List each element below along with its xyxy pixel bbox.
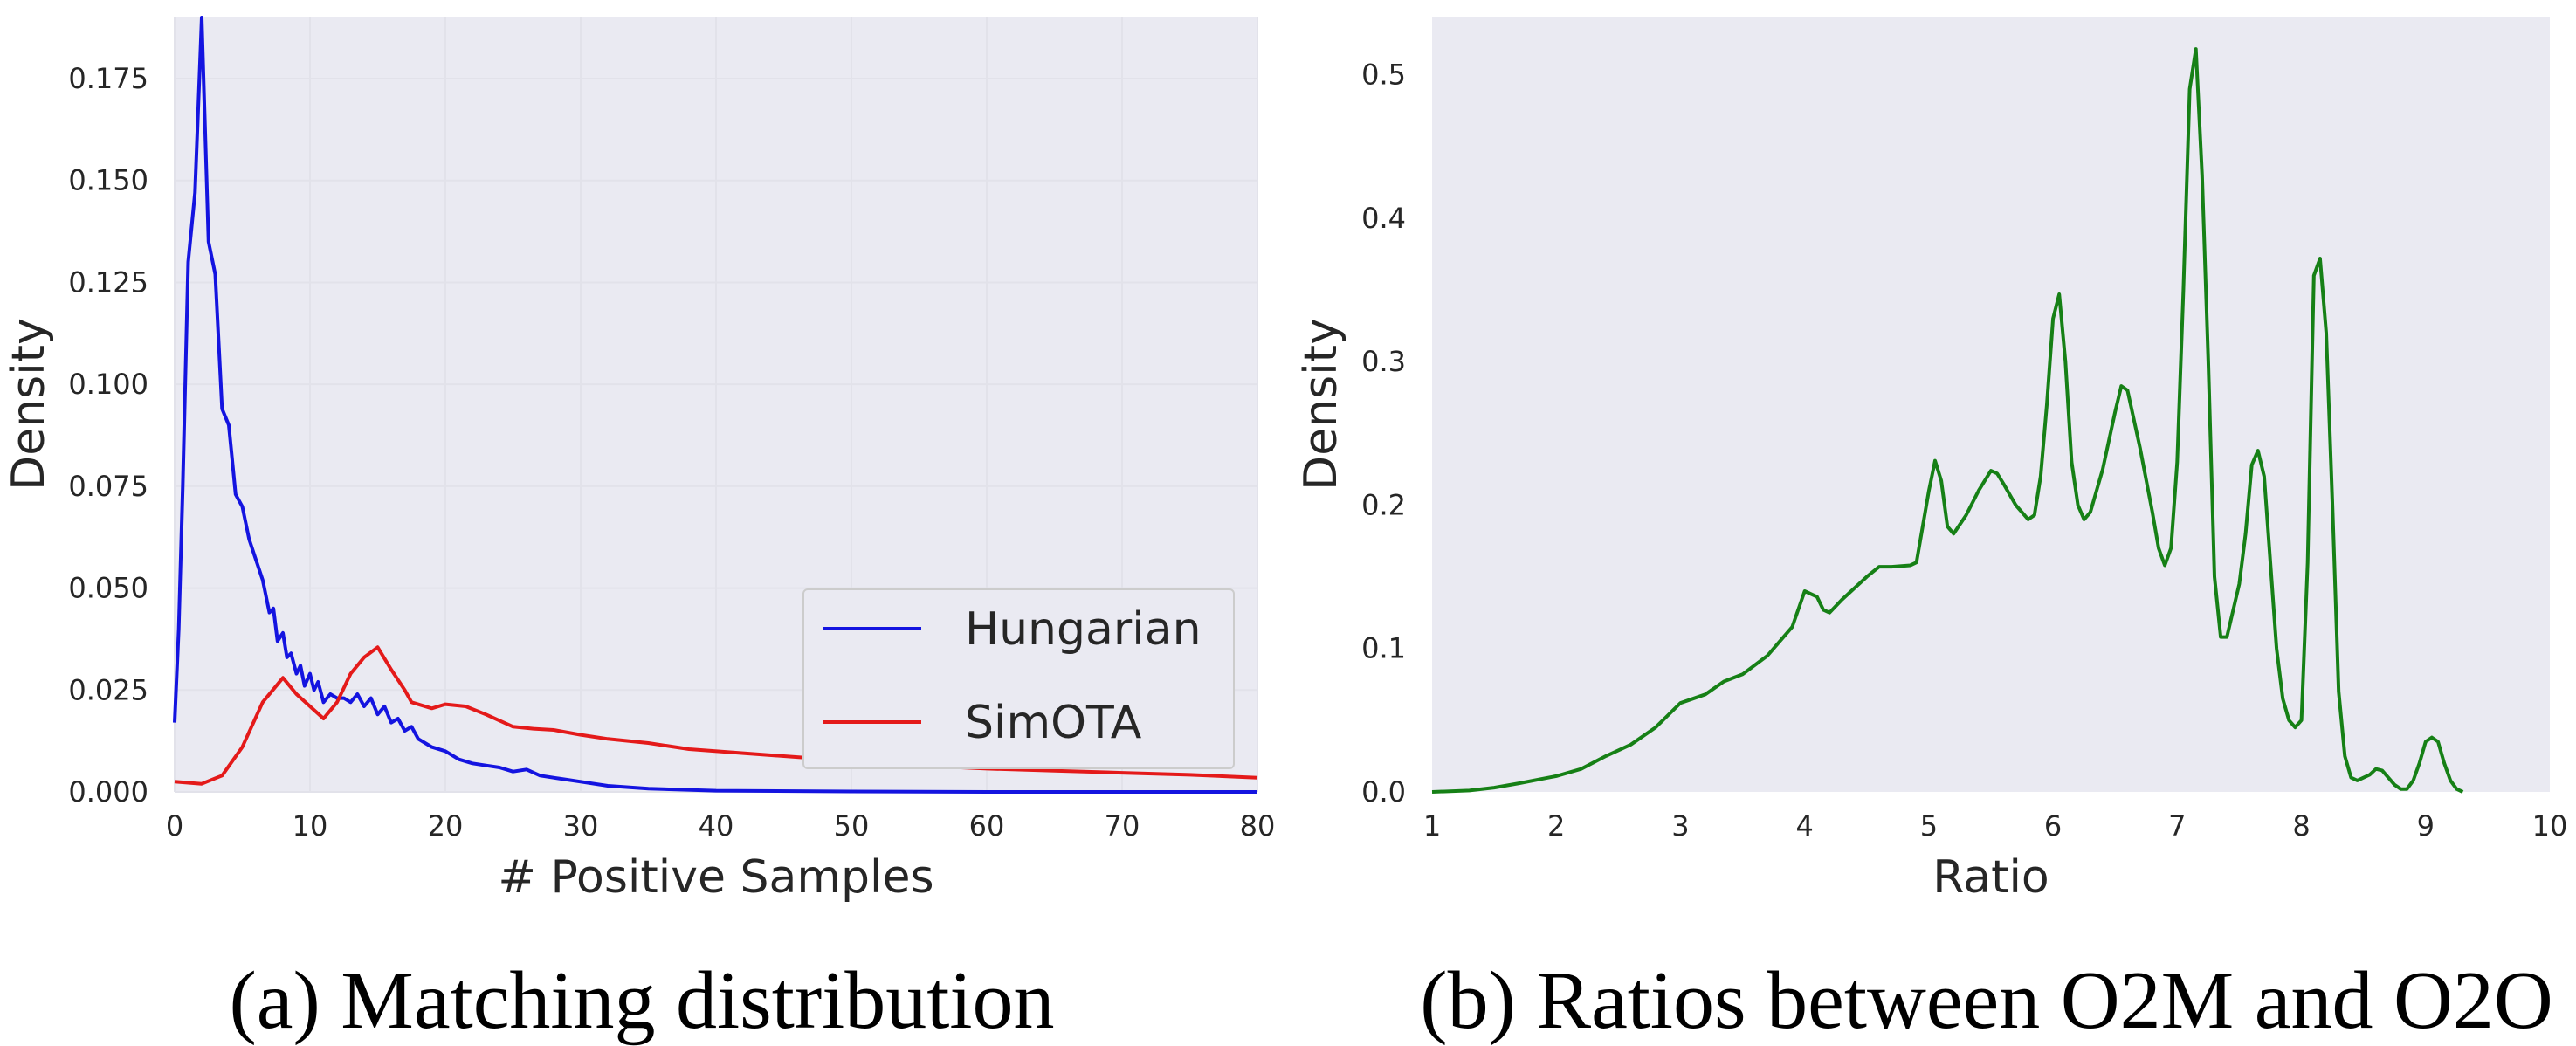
x-tick-label: 0: [166, 809, 183, 843]
y-tick-label: 0.2: [1361, 488, 1406, 521]
x-tick-label: 2: [1547, 809, 1565, 843]
x-tick-label: 80: [1240, 809, 1276, 843]
y-tick-label: 0.4: [1361, 202, 1406, 235]
y-tick-label: 0.5: [1361, 58, 1406, 92]
series-line: [1431, 47, 2464, 794]
x-tick-label: 4: [1795, 809, 1813, 843]
y-tick-label: 0.075: [68, 470, 148, 503]
y-axis-label-right: Density: [1295, 318, 1347, 491]
x-tick-label: 60: [969, 809, 1005, 843]
legend-label-hungarian: Hungarian: [965, 603, 1202, 656]
caption-right: (b) Ratios between O2M and O2O: [1420, 955, 2552, 1046]
ratio-distribution-chart: 0.0 0.1 0.2 0.3 0.4 0.5 1 2 3 4 5 6 7 8 9 10 Density R…: [1295, 17, 2567, 1046]
x-tick-label: 10: [293, 809, 328, 843]
x-tick-label: 5: [1920, 809, 1938, 843]
y-tick-label: 0.100: [68, 368, 148, 401]
y-tick-label: 0.150: [68, 164, 148, 197]
plot-area-right: [1432, 17, 2550, 792]
series-line-hungarian: [173, 16, 1257, 794]
x-tick-label: 50: [834, 809, 870, 843]
x-tick-label: 1: [1423, 809, 1441, 843]
x-tick-label: 20: [428, 809, 464, 843]
x-tick-label: 10: [2532, 809, 2568, 843]
legend: Hungarian SimOTA: [802, 588, 1235, 769]
y-ticks-right: 0.0 0.1 0.2 0.3 0.4 0.5: [1361, 58, 1406, 809]
y-axis-label-left: Density: [3, 318, 55, 491]
y-ticks-left: 0.000 0.025 0.050 0.075 0.100 0.125 0.150 0.175: [68, 62, 148, 809]
caption-left: (a) Matching distribution: [229, 955, 1054, 1046]
y-tick-label: 0.3: [1361, 345, 1406, 378]
x-tick-label: 70: [1105, 809, 1140, 843]
x-tick-label: 40: [699, 809, 734, 843]
x-tick-label: 3: [1671, 809, 1689, 843]
x-tick-label: 8: [2292, 809, 2310, 843]
y-tick-label: 0.025: [68, 673, 148, 706]
y-tick-label: 0.000: [68, 775, 148, 809]
y-tick-label: 0.175: [68, 62, 148, 95]
x-ticks-left: 0 10 20 30 40 50 60 70 80: [166, 809, 1276, 843]
y-tick-label: 0.1: [1361, 632, 1406, 665]
x-axis-label-right: Ratio: [1932, 851, 2049, 904]
x-tick-label: 6: [2044, 809, 2062, 843]
y-tick-label: 0.125: [68, 265, 148, 299]
y-tick-label: 0.0: [1361, 775, 1406, 809]
x-tick-label: 7: [2168, 809, 2186, 843]
series-right: [1431, 47, 2464, 794]
x-tick-label: 30: [563, 809, 599, 843]
matching-distribution-chart: 0.000 0.025 0.050 0.075 0.100 0.125 0.150 0.175…: [3, 16, 1276, 1046]
x-tick-label: 9: [2417, 809, 2435, 843]
legend-label-simota: SimOTA: [965, 697, 1142, 749]
x-axis-label-left: # Positive Samples: [498, 851, 933, 904]
x-ticks-right: 1 2 3 4 5 6 7 8 9 10: [1423, 809, 2568, 843]
y-tick-label: 0.050: [68, 572, 148, 605]
